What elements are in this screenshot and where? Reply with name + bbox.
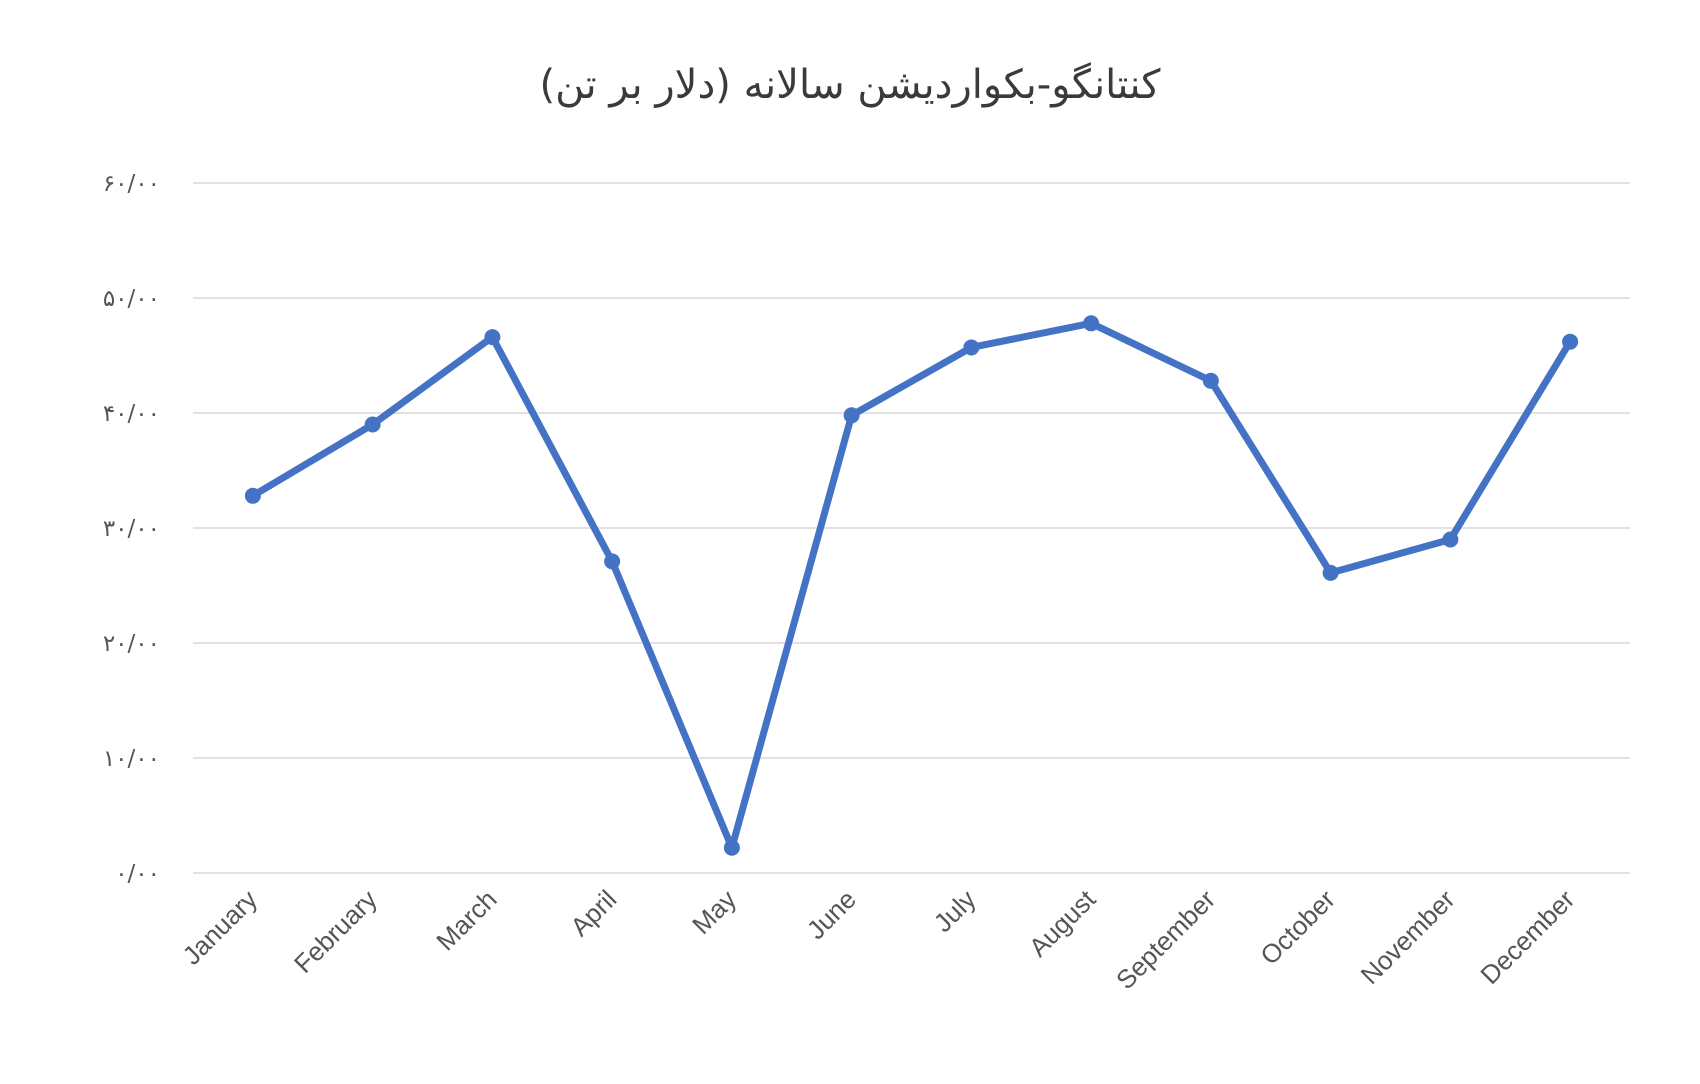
- y-tick-label: ۳۰/۰۰: [103, 516, 160, 542]
- x-tick-label: February: [288, 884, 383, 979]
- data-point: [364, 416, 381, 433]
- data-point: [604, 553, 621, 570]
- data-point: [723, 839, 740, 856]
- series-line: [249, 319, 1574, 852]
- data-point: [843, 407, 860, 424]
- series: [244, 315, 1579, 856]
- data-point: [1322, 564, 1339, 581]
- x-tick-label: November: [1355, 884, 1461, 990]
- x-tick-label: June: [801, 884, 862, 945]
- y-tick-label: ۲۰/۰۰: [103, 631, 160, 657]
- chart-title: کنتانگو-بکواردیشن سالانه (دلار بر تن): [539, 62, 1161, 108]
- data-point: [1562, 333, 1579, 350]
- data-point: [1083, 315, 1100, 332]
- data-point: [1442, 531, 1459, 548]
- x-tick-label: September: [1110, 884, 1221, 995]
- data-point: [244, 487, 261, 504]
- x-tick-label: May: [686, 884, 742, 940]
- data-point: [1202, 372, 1219, 389]
- x-tick-label: August: [1023, 883, 1102, 962]
- gridlines: [193, 182, 1630, 874]
- x-tick-label: July: [928, 884, 982, 938]
- y-tick-label: ۵۰/۰۰: [103, 286, 160, 312]
- x-tick-label: January: [176, 884, 263, 971]
- y-tick-label: ۰/۰۰: [115, 861, 160, 887]
- y-tick-label: ۶۰/۰۰: [103, 171, 160, 197]
- data-point: [963, 339, 980, 356]
- y-axis-ticks: ۰/۰۰ ۱۰/۰۰ ۲۰/۰۰ ۳۰/۰۰ ۴۰/۰۰ ۵۰/۰۰ ۶۰/۰۰: [103, 171, 160, 887]
- y-tick-label: ۱۰/۰۰: [103, 746, 160, 772]
- x-tick-label: April: [564, 884, 622, 942]
- x-axis-ticks: January February March April May June July Augu…: [176, 883, 1580, 995]
- x-tick-label: December: [1474, 884, 1580, 990]
- data-point: [484, 329, 501, 346]
- x-tick-label: October: [1254, 884, 1341, 971]
- x-tick-label: March: [430, 884, 502, 956]
- y-tick-label: ۴۰/۰۰: [103, 401, 160, 427]
